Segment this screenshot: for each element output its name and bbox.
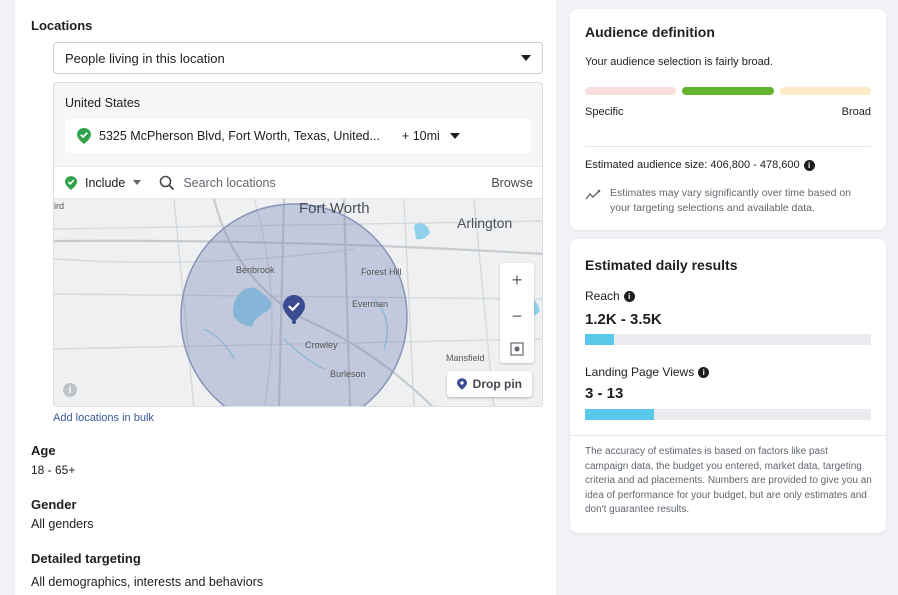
location-pin-icon	[65, 175, 77, 190]
location-type-dropdown[interactable]: People living in this location	[53, 42, 543, 74]
zoom-in-button[interactable]: +	[511, 270, 523, 291]
map-label-crowley: Crowley	[305, 340, 338, 350]
estimated-results-title: Estimated daily results	[585, 257, 738, 273]
meter-specific-segment	[585, 87, 677, 95]
estimated-results-card: Estimated daily results Reach i 1.2K - 3.…	[570, 239, 886, 533]
age-title: Age	[31, 443, 56, 458]
gender-title: Gender	[31, 497, 77, 512]
address-text: 5325 McPherson Blvd, Fort Worth, Texas, …	[99, 129, 380, 143]
chevron-down-icon[interactable]	[449, 133, 460, 139]
lpv-label-text: Landing Page Views	[585, 365, 695, 379]
country-label: United States	[65, 96, 141, 110]
search-input[interactable]: Search locations	[183, 175, 276, 190]
meter-broad-segment	[779, 87, 871, 95]
location-type-value: People living in this location	[65, 50, 225, 66]
targeting-panel: Locations People living in this location…	[15, 0, 556, 595]
reach-bar	[585, 334, 871, 345]
location-box: United States 5325 McPherson Blvd, Fort …	[53, 82, 543, 407]
map-canvas	[54, 199, 542, 406]
gender-value[interactable]: All genders	[31, 517, 94, 531]
map-pin	[283, 295, 305, 324]
map-label-burleson: Burleson	[330, 369, 366, 379]
divider	[585, 146, 871, 147]
reach-value: 1.2K - 3.5K	[585, 311, 662, 328]
lpv-bar-fill	[585, 409, 654, 420]
recenter-icon[interactable]	[510, 342, 524, 356]
estimate-note: Estimates may vary significantly over ti…	[610, 187, 852, 214]
map[interactable]: Fort Worth Arlington ird Benbrook Forest…	[54, 199, 542, 406]
info-icon[interactable]: i	[803, 159, 815, 171]
include-label: Include	[85, 175, 126, 190]
detailed-targeting-value[interactable]: All demographics, interests and behavior…	[31, 575, 264, 589]
lpv-bar	[585, 409, 871, 420]
audience-definition-card: Audience definition Your audience select…	[570, 9, 886, 230]
add-locations-bulk-link[interactable]: Add locations in bulk	[53, 412, 154, 424]
map-label-fort-worth: Fort Worth	[299, 200, 370, 217]
estimated-size: Estimated audience size: 406,800 - 478,6…	[585, 159, 815, 171]
detailed-targeting-title: Detailed targeting	[31, 551, 141, 566]
results-disclaimer: The accuracy of estimates is based on fa…	[585, 446, 872, 515]
age-value[interactable]: 18 - 65+	[31, 463, 76, 477]
zoom-out-button[interactable]: −	[511, 305, 523, 326]
broad-label: Broad	[841, 106, 871, 118]
reach-label: Reach i	[585, 289, 635, 303]
map-label-everman: Everman	[352, 299, 389, 309]
search-icon	[160, 175, 175, 190]
info-icon[interactable]: i	[698, 367, 710, 379]
specific-label: Specific	[585, 106, 624, 118]
info-icon[interactable]: i	[63, 383, 77, 397]
location-pin-icon	[77, 128, 91, 144]
map-label-mansfield: Mansfield	[446, 353, 485, 363]
map-label-forest-hill: Forest Hill	[361, 267, 402, 277]
estimated-size-text: Estimated audience size: 406,800 - 478,6…	[585, 159, 800, 171]
meter-active-segment	[682, 87, 774, 95]
map-label-arlington: Arlington	[457, 215, 513, 231]
audience-definition-title: Audience definition	[585, 24, 715, 40]
reach-bar-fill	[585, 334, 614, 345]
drop-pin-label: Drop pin	[472, 377, 522, 391]
include-dropdown[interactable]: Include	[65, 175, 142, 190]
chevron-down-icon	[133, 180, 142, 185]
map-label-edge: ird	[54, 201, 65, 211]
lpv-value: 3 - 13	[585, 385, 624, 402]
locations-title: Locations	[31, 18, 93, 33]
info-icon[interactable]: i	[623, 291, 635, 303]
selected-location[interactable]: 5325 McPherson Blvd, Fort Worth, Texas, …	[65, 119, 531, 153]
lpv-label: Landing Page Views i	[585, 365, 710, 379]
zoom-controls: + −	[500, 263, 534, 363]
drop-pin-button[interactable]: Drop pin	[446, 371, 532, 397]
chevron-down-icon	[521, 55, 531, 61]
audience-summary: Your audience selection is fairly broad.	[585, 56, 773, 68]
divider	[570, 435, 886, 436]
location-search-bar: Include Search locations Browse	[54, 166, 542, 199]
browse-button[interactable]: Browse	[491, 175, 533, 190]
pin-icon	[456, 378, 467, 390]
audience-meter	[585, 87, 871, 95]
reach-label-text: Reach	[585, 289, 620, 303]
trend-icon	[585, 189, 601, 200]
map-label-benbrook: Benbrook	[236, 265, 275, 275]
radius-value[interactable]: + 10mi	[401, 129, 440, 143]
